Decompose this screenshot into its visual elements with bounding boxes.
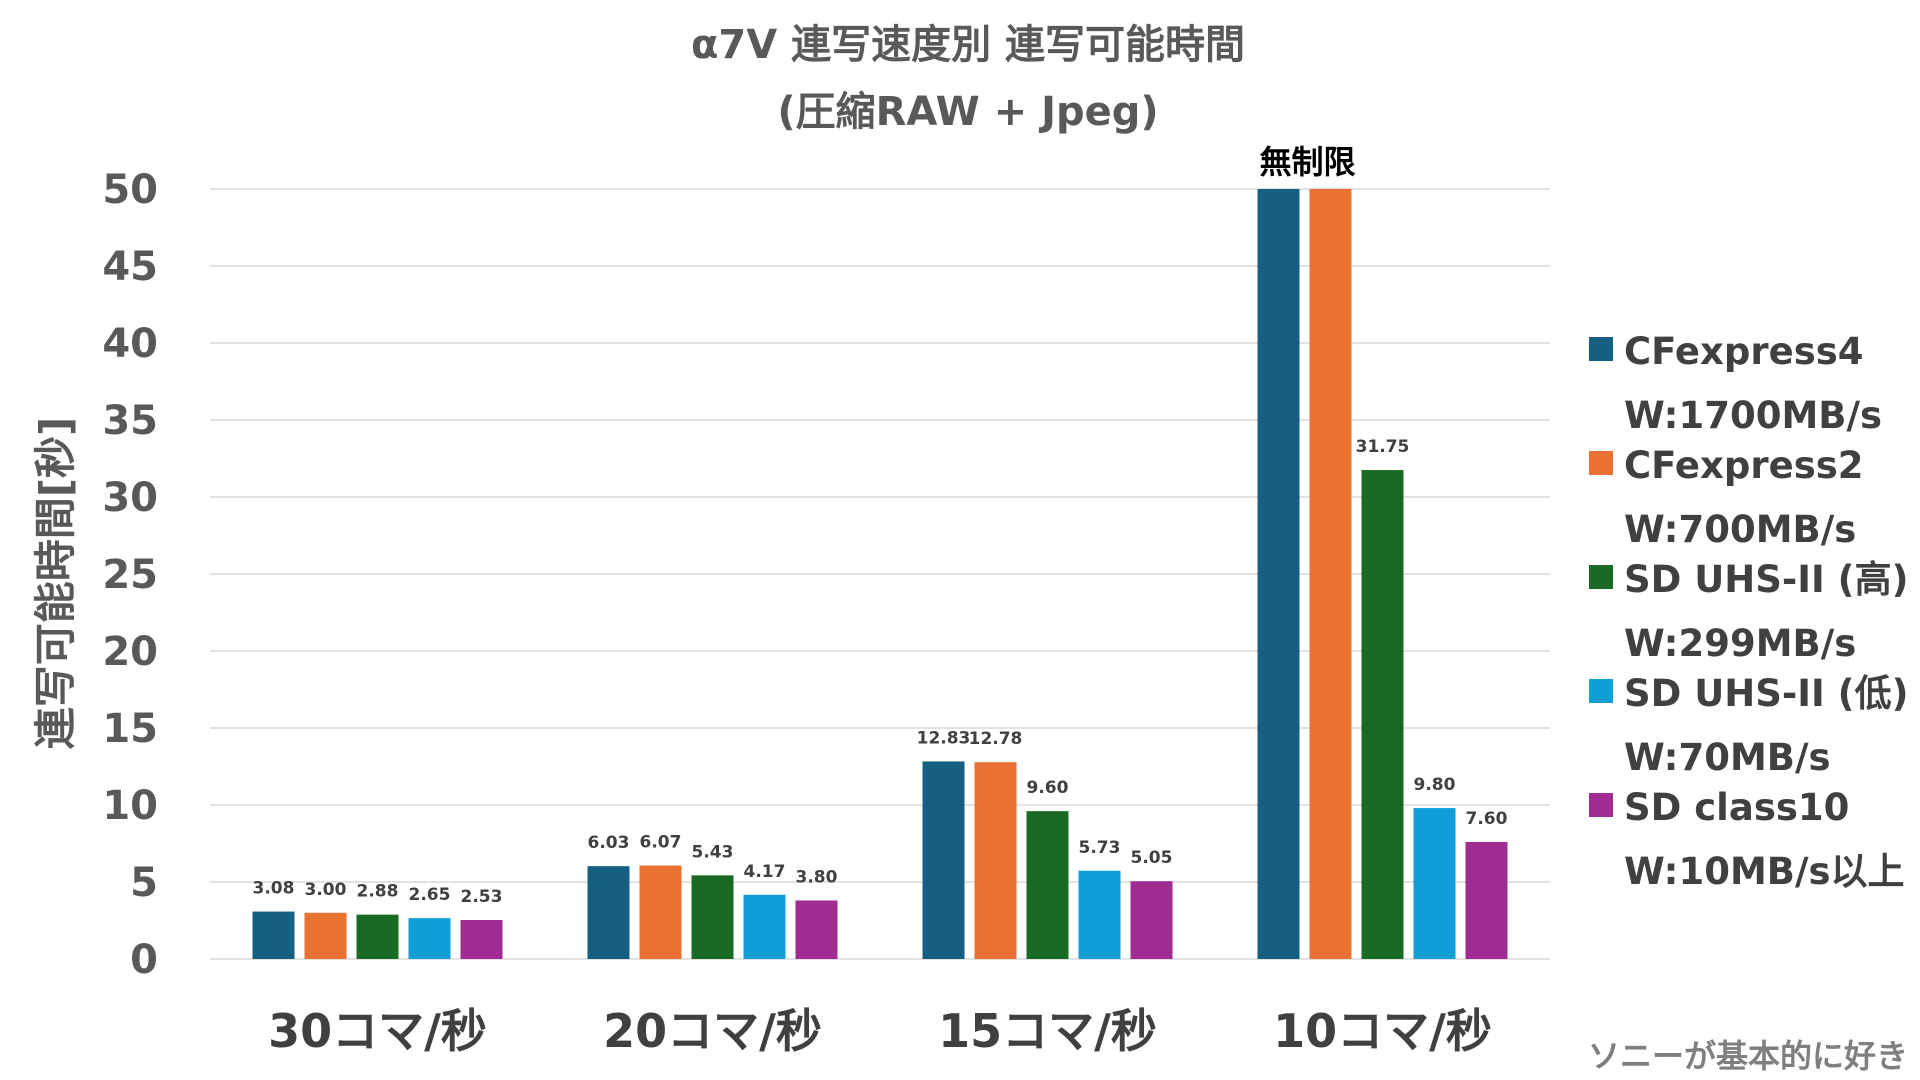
y-tick-label: 45 <box>102 244 158 290</box>
x-axis-ticks: 30コマ/秒 20コマ/秒 15コマ/秒 10コマ/秒 <box>268 1004 1492 1058</box>
bar <box>639 865 682 959</box>
data-label: 5.43 <box>692 842 734 862</box>
y-tick-label: 20 <box>102 629 158 675</box>
legend-label: CFexpress4 <box>1624 330 1864 373</box>
annotations: 無制限 <box>1259 143 1355 181</box>
data-label: 2.53 <box>461 887 503 907</box>
y-tick-label: 15 <box>102 706 158 752</box>
bar <box>1413 808 1456 959</box>
bar <box>460 920 503 959</box>
data-label: 9.60 <box>1027 778 1069 798</box>
bar <box>304 912 347 959</box>
y-tick-label: 40 <box>102 321 158 367</box>
data-label: 2.88 <box>357 882 399 902</box>
data-label: 6.07 <box>640 833 682 853</box>
data-label: 9.80 <box>1414 775 1456 795</box>
legend-swatch <box>1589 679 1613 703</box>
annotation-label: 無制限 <box>1259 143 1355 181</box>
bar <box>252 911 295 959</box>
legend-label: SD UHS-II (高) <box>1624 558 1909 601</box>
bar <box>587 866 630 959</box>
bar <box>1361 470 1404 959</box>
bar <box>1309 189 1352 959</box>
data-label: 3.80 <box>796 867 838 887</box>
data-label: 6.03 <box>588 833 630 853</box>
bar <box>743 894 786 959</box>
chart-title: α7V 連写速度別 連写可能時間 <box>691 22 1245 68</box>
legend-label: CFexpress2 <box>1624 444 1864 487</box>
x-tick-label: 30コマ/秒 <box>268 1004 487 1058</box>
bar <box>1026 811 1069 959</box>
legend-label: SD class10 <box>1624 786 1849 829</box>
legend-label: SD UHS-II (低) <box>1624 672 1909 715</box>
data-labels: 3.08 3.00 2.88 2.65 2.53 6.03 6.07 5.43 4.17 3.80… <box>253 437 1508 907</box>
legend-sublabel: W:299MB/s <box>1624 622 1856 665</box>
data-label: 4.17 <box>744 862 786 882</box>
y-axis-ticks: 0 5 10 15 20 25 30 35 40 45 50 <box>102 167 158 983</box>
data-label: 31.75 <box>1356 437 1410 457</box>
bar <box>691 875 734 959</box>
data-label: 5.05 <box>1131 848 1173 868</box>
bar <box>356 914 399 959</box>
y-tick-label: 30 <box>102 475 158 521</box>
legend-sublabel: W:1700MB/s <box>1624 394 1882 437</box>
legend-swatch <box>1589 565 1613 589</box>
bar <box>795 900 838 959</box>
data-label: 5.73 <box>1079 838 1121 858</box>
bar <box>1257 189 1300 959</box>
chart-subtitle: (圧縮RAW + Jpeg) <box>777 89 1158 135</box>
y-tick-label: 25 <box>102 552 158 598</box>
legend-sublabel: W:70MB/s <box>1624 736 1831 779</box>
data-label: 7.60 <box>1466 809 1508 829</box>
data-label: 12.83 <box>917 728 971 748</box>
y-tick-label: 35 <box>102 398 158 444</box>
bar <box>1130 881 1173 959</box>
y-tick-label: 0 <box>130 937 158 983</box>
legend-sublabel: W:10MB/s以上 <box>1624 850 1905 893</box>
legend-swatch <box>1589 337 1613 361</box>
legend-swatch <box>1589 793 1613 817</box>
credit-text: ソニーが基本的に好き <box>1588 1037 1908 1075</box>
y-tick-label: 5 <box>130 860 158 906</box>
bar <box>922 761 965 959</box>
x-tick-label: 10コマ/秒 <box>1273 1004 1492 1058</box>
legend-swatch <box>1589 451 1613 475</box>
legend-sublabel: W:700MB/s <box>1624 508 1856 551</box>
data-label: 3.08 <box>253 879 295 899</box>
bar <box>408 918 451 959</box>
bar <box>1078 870 1121 959</box>
data-label: 12.78 <box>969 729 1023 749</box>
y-axis-label: 連写可能時間[秒] <box>31 417 80 749</box>
data-label: 2.65 <box>409 885 451 905</box>
y-tick-label: 50 <box>102 167 158 213</box>
y-tick-label: 10 <box>102 783 158 829</box>
data-label: 3.00 <box>305 880 347 900</box>
bar <box>974 762 1017 959</box>
x-tick-label: 20コマ/秒 <box>603 1004 822 1058</box>
bars <box>252 189 1508 959</box>
x-tick-label: 15コマ/秒 <box>938 1004 1157 1058</box>
legend: CFexpress4 W:1700MB/s CFexpress2 W:700MB/s S… <box>1589 330 1909 893</box>
bar <box>1465 841 1508 959</box>
